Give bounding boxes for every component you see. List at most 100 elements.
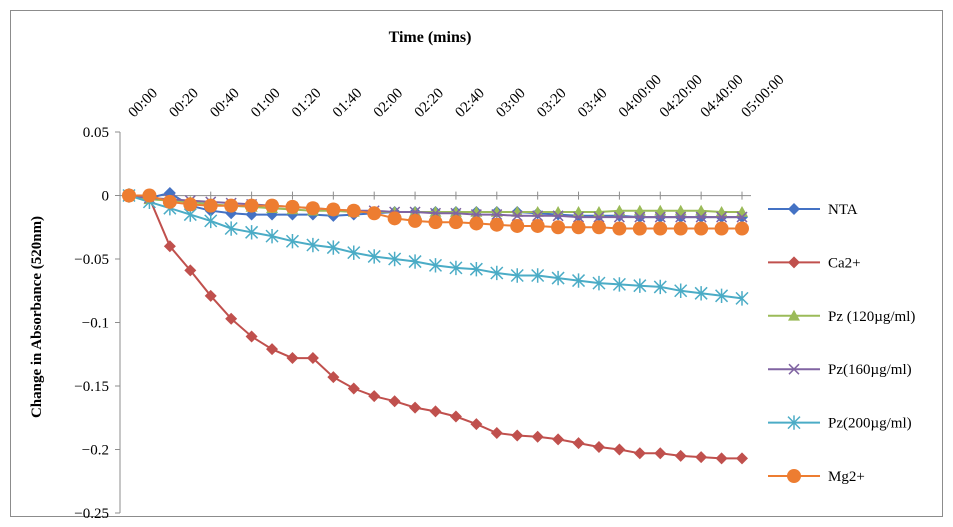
data-point: [715, 452, 728, 465]
data-point: [184, 264, 197, 277]
data-point: [675, 211, 687, 223]
legend-item: Pz(160µg/ml): [768, 362, 912, 378]
data-point: [162, 194, 177, 209]
legend-label: Mg2+: [828, 469, 865, 485]
data-point: [593, 211, 605, 223]
data-point: [305, 201, 320, 216]
data-point: [367, 206, 382, 221]
data-point: [572, 437, 585, 450]
data-point: [265, 228, 279, 244]
data-point: [265, 198, 280, 213]
data-point: [735, 221, 749, 236]
data-point: [347, 382, 360, 395]
data-point: [224, 221, 238, 236]
data-point: [448, 215, 463, 230]
data-point: [511, 429, 524, 442]
data-point: [266, 343, 279, 356]
y-tick-label: 0.05: [83, 125, 109, 141]
data-point: [714, 221, 729, 236]
data-point: [653, 279, 667, 295]
data-point: [716, 211, 728, 223]
data-point: [736, 452, 748, 465]
data-point: [511, 206, 524, 217]
legend-item: Ca2+: [768, 255, 861, 271]
legend-label: Ca2+: [828, 255, 861, 271]
legend: NTA Ca2+ Pz (120µg/ml) Pz(160µg/ml) Pz(200µg…: [768, 202, 915, 485]
data-point: [204, 289, 217, 302]
data-point: [326, 202, 341, 217]
data-point: [469, 216, 484, 231]
data-point: [408, 213, 423, 228]
data-point: [327, 371, 340, 384]
data-point: [674, 449, 687, 462]
data-point: [530, 218, 545, 233]
data-point: [531, 268, 545, 283]
data-point: [286, 352, 299, 365]
data-point: [654, 204, 667, 216]
legend-label: NTA: [828, 202, 858, 218]
data-point: [552, 210, 564, 222]
data-point: [449, 410, 462, 423]
data-point: [387, 211, 402, 226]
data-point: [633, 447, 646, 460]
x-axis-title: Time (mins): [389, 29, 472, 46]
data-point: [490, 426, 503, 439]
data-point: [633, 204, 646, 216]
data-point: [225, 312, 238, 325]
data-point: [306, 352, 319, 365]
data-point: [715, 288, 729, 304]
data-point: [612, 277, 626, 292]
data-point: [490, 265, 504, 281]
data-point: [408, 254, 422, 269]
data-point: [612, 221, 627, 236]
data-point: [326, 240, 340, 255]
data-point: [388, 395, 401, 408]
data-point: [532, 210, 544, 222]
data-point: [695, 204, 708, 216]
data-point: [245, 225, 259, 240]
data-point: [491, 209, 503, 221]
data-point: [142, 188, 157, 203]
data-point: [674, 283, 688, 298]
y-tick-label: 0: [102, 189, 110, 205]
data-point: [788, 256, 800, 269]
data-point: [787, 415, 801, 430]
data-point: [591, 220, 606, 235]
legend-item: Pz(200µg/ml): [768, 415, 912, 432]
data-point: [428, 215, 443, 230]
data-point: [470, 418, 483, 431]
data-point: [367, 249, 381, 264]
data-point: [788, 203, 800, 215]
y-tick-label: −0.25: [74, 506, 109, 522]
data-point: [552, 206, 565, 217]
legend-label: Pz (120µg/ml): [828, 309, 915, 325]
data-point: [654, 211, 666, 223]
data-point: [788, 309, 800, 321]
data-point: [510, 268, 524, 283]
data-point: [409, 401, 422, 414]
series-mg2-: [122, 188, 749, 236]
legend-label: Pz(200µg/ml): [828, 416, 912, 432]
series-pz-200-g-ml-: [122, 188, 749, 306]
legend-item: Pz (120µg/ml): [768, 309, 915, 325]
data-point: [183, 197, 198, 212]
data-point: [736, 211, 748, 223]
y-tick-label: −0.05: [74, 252, 109, 268]
legend-item: Mg2+: [768, 469, 865, 485]
data-point: [571, 220, 586, 235]
data-point: [163, 240, 176, 253]
data-point: [695, 211, 707, 223]
data-point: [592, 440, 605, 453]
data-point: [694, 286, 708, 301]
data-point: [511, 210, 523, 222]
data-point: [573, 211, 585, 223]
data-point: [788, 363, 800, 375]
data-point: [592, 275, 606, 291]
y-tick-label: −0.2: [82, 443, 109, 459]
data-point: [122, 188, 136, 203]
data-point: [368, 390, 381, 403]
data-point: [429, 405, 442, 418]
data-point: [654, 447, 667, 460]
data-point: [653, 221, 668, 236]
